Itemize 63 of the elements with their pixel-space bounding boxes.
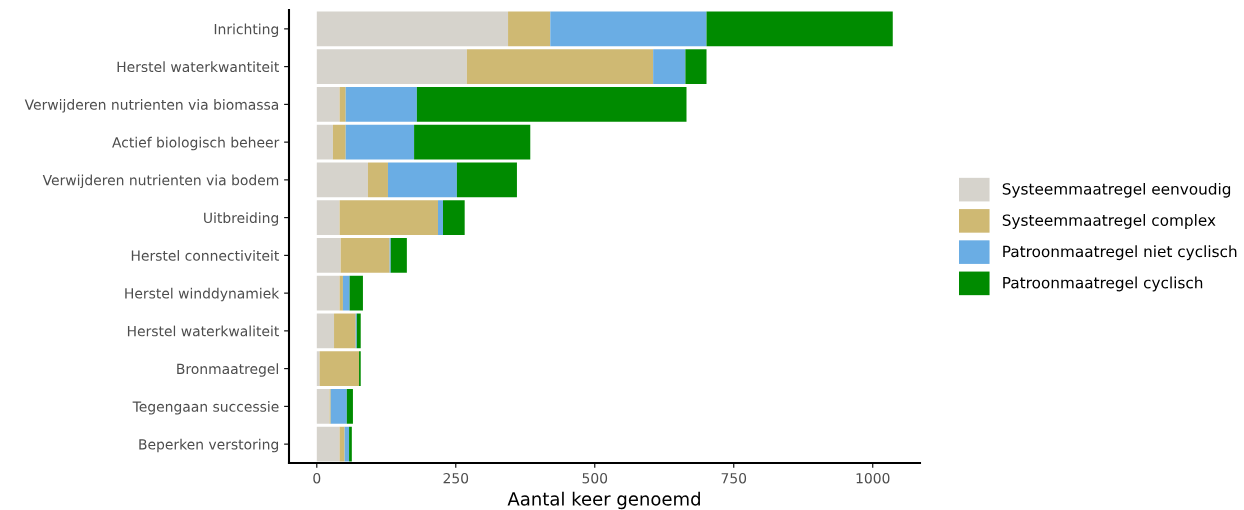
- bar: [334, 313, 356, 349]
- bar: [346, 389, 353, 424]
- bar: [316, 87, 340, 122]
- bar: [390, 238, 407, 273]
- legend-label: Patroonmaatregel cyclisch: [1003, 276, 1203, 292]
- x-tick-label: 0: [313, 472, 321, 484]
- bar: [316, 426, 340, 462]
- bar: [316, 389, 330, 424]
- y-tick-label: Herstel waterkwantiteit: [117, 61, 279, 73]
- legend-label: Systeemmaatregel eenvoudig: [1002, 182, 1231, 198]
- x-tick-label: 750: [721, 472, 747, 484]
- bar: [330, 389, 347, 424]
- bar: [387, 162, 457, 198]
- bar: [685, 49, 707, 84]
- bar: [349, 275, 363, 311]
- bar: [550, 11, 707, 47]
- legend-label: Patroonmaatregel niet cyclisch: [1003, 245, 1237, 261]
- y-tick-label: Herstel waterkwaliteit: [127, 325, 279, 337]
- bar: [342, 275, 350, 311]
- bar: [339, 426, 345, 462]
- bar: [416, 87, 687, 122]
- bar: [319, 351, 360, 386]
- bar: [316, 313, 335, 349]
- bar: [456, 162, 517, 198]
- y-tick-label: Uitbreiding: [204, 212, 279, 226]
- y-tick-label: Inrichting: [214, 23, 279, 38]
- x-axis-title: Aantal keer genoemd: [507, 491, 700, 510]
- bar: [316, 238, 341, 273]
- bar: [339, 87, 346, 122]
- bar: [653, 49, 686, 84]
- y-tick-label: Bronmaatregel: [177, 363, 278, 377]
- bar: [706, 11, 893, 47]
- bar: [508, 11, 551, 47]
- bar: [316, 200, 340, 235]
- bar: [316, 124, 333, 160]
- bar: [316, 49, 467, 84]
- legend-label: Systeemmaatregel complex: [1002, 214, 1216, 229]
- y-tick-label: Actief biologisch beheer: [112, 136, 280, 151]
- bar: [339, 200, 438, 235]
- bar: [367, 162, 388, 198]
- bar: [340, 238, 390, 273]
- y-tick-label: Tegengaan successie: [132, 401, 279, 415]
- y-tick-label: Beperken verstoring: [139, 438, 279, 453]
- bar: [437, 200, 443, 235]
- bar: [316, 275, 340, 311]
- x-tick-label: 250: [443, 472, 469, 484]
- bar: [345, 87, 417, 122]
- bar: [316, 162, 368, 198]
- y-tick-label: Herstel winddynamiek: [125, 287, 280, 302]
- y-tick-label: Herstel connectiviteit: [131, 250, 279, 261]
- x-tick-label: 1000: [856, 472, 890, 484]
- bar: [414, 124, 531, 160]
- bar: [332, 124, 346, 160]
- bar: [316, 351, 320, 386]
- y-tick-label: Verwijderen nutrienten via bodem: [42, 174, 279, 189]
- y-tick-label: Verwijderen nutrienten via biomassa: [24, 99, 279, 113]
- x-tick-label: 500: [582, 472, 608, 484]
- bar: [316, 11, 509, 47]
- bar: [356, 313, 361, 349]
- bar: [349, 426, 352, 462]
- bar: [443, 200, 465, 235]
- bar: [466, 49, 654, 84]
- bar: [345, 124, 415, 160]
